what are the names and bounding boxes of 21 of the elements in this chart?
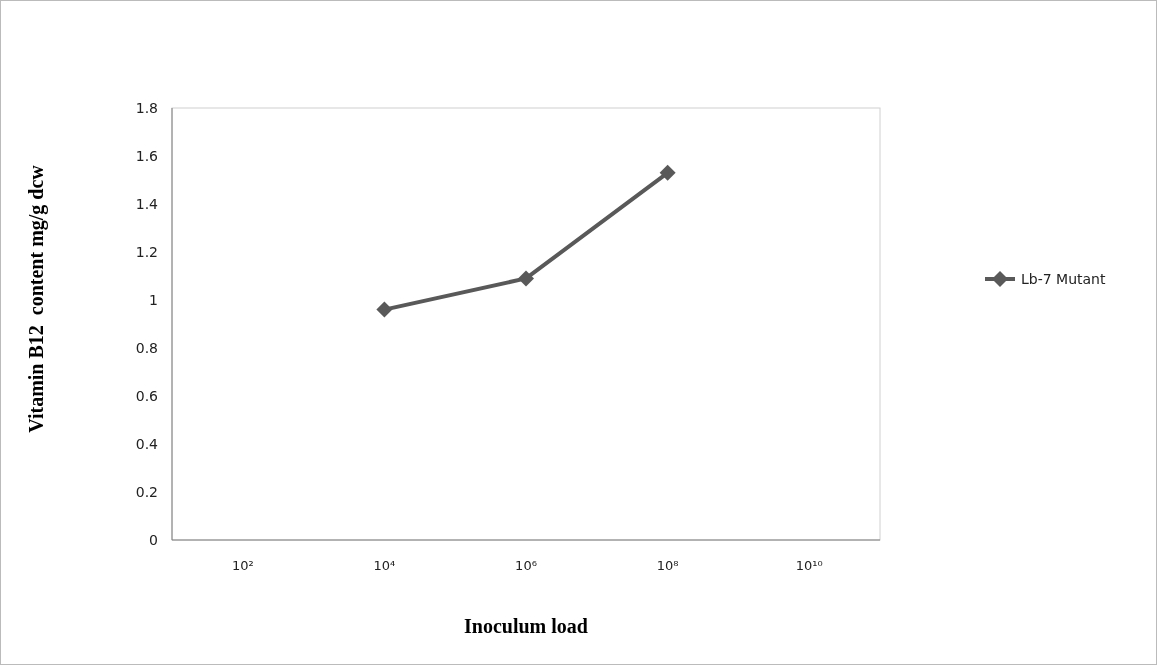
y-tick-label: 1.8 — [135, 99, 158, 116]
y-tick-label: 0.6 — [135, 387, 159, 404]
point — [659, 164, 676, 181]
y-tick-label: 0.8 — [135, 339, 158, 356]
x-tick-label: 10⁶ — [515, 558, 537, 573]
y-tick-label: 1.4 — [135, 195, 159, 212]
y-tick-label: 1.6 — [135, 147, 159, 164]
y-tick-label: 1 — [149, 291, 158, 308]
y-axis-title: Vitamin B12 content mg/g dcw — [25, 164, 48, 433]
point — [376, 301, 393, 318]
y-tick-label: 1.2 — [135, 243, 158, 260]
point — [518, 270, 534, 287]
x-axis-title: Inoculum load — [464, 615, 588, 637]
y-tick-label: 0 — [149, 531, 158, 548]
y-tick-label: 0.2 — [135, 483, 158, 500]
x-tick-label: 10¹⁰ — [795, 558, 823, 573]
legend-label: Lb-7 Mutant — [1021, 270, 1106, 287]
x-tick-label: 10⁴ — [373, 558, 396, 573]
y-tick-label: 0.4 — [135, 435, 159, 452]
x-tick-label: 10² — [231, 558, 254, 573]
x-tick-label: 10⁸ — [656, 558, 679, 573]
